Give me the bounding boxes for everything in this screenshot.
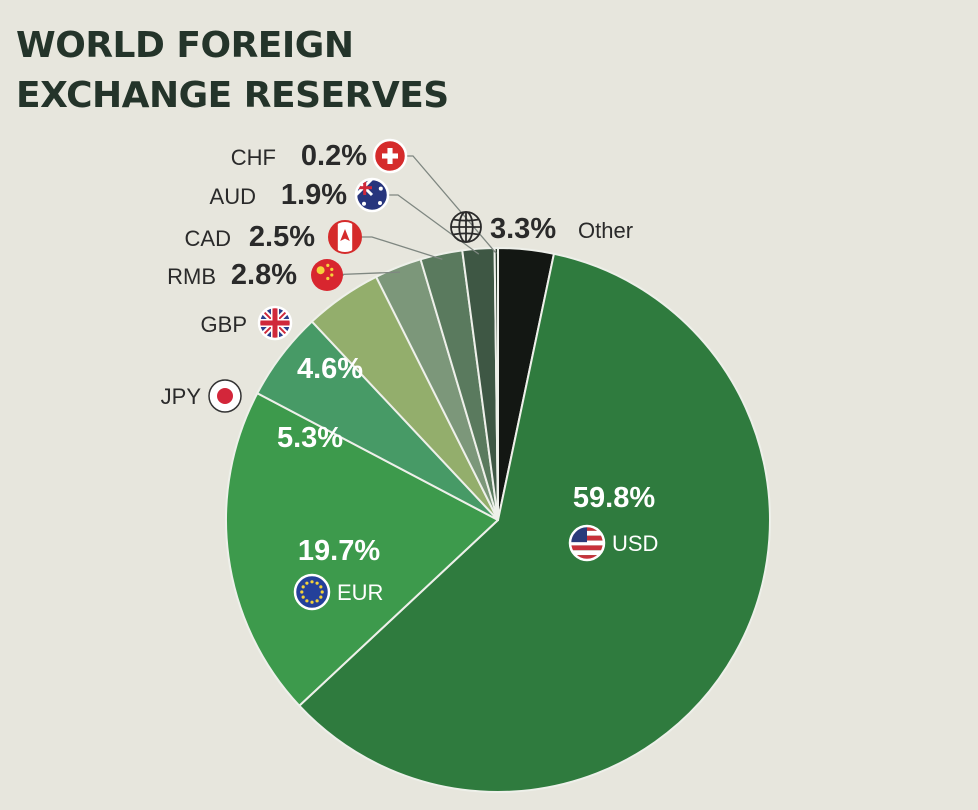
- canada-flag-icon: [328, 220, 362, 254]
- us-flag-icon: [568, 524, 606, 562]
- title-line-1: WORLD FOREIGN: [16, 25, 353, 66]
- label-code-other: Other: [578, 218, 633, 243]
- label-code-gbp: GBP: [201, 312, 247, 337]
- pie-slice-usd: [298, 252, 771, 793]
- pie-labels: 59.8% USD 19.7% EUR 5.3% 4.6% JPY GBP RMB 2.8%CAD…: [161, 138, 658, 611]
- label-percent-other: 3.3%: [490, 213, 556, 245]
- chart-title: WORLD FOREIGN EXCHANGE RESERVES: [16, 25, 449, 116]
- leader-line-chf: [407, 155, 497, 254]
- label-code-jpy: JPY: [161, 384, 202, 409]
- slice-percent-usd: 59.8%: [573, 482, 655, 514]
- pie-slice-chf: [493, 246, 499, 521]
- japan-flag-icon: [208, 379, 242, 413]
- pie-slice-eur: [225, 392, 499, 707]
- label-code-chf: CHF: [231, 145, 276, 170]
- slice-code-eur: EUR: [337, 580, 383, 605]
- label-code-rmb: RMB: [167, 264, 216, 289]
- china-flag-icon: [311, 259, 343, 291]
- globe-icon: [450, 211, 482, 243]
- uk-flag-icon: [257, 305, 293, 341]
- pie-slices: [225, 246, 771, 793]
- label-code-aud: AUD: [210, 184, 256, 209]
- leader-line-aud: [389, 194, 480, 255]
- label-percent-chf: 0.2%: [301, 140, 367, 172]
- slice-percent-eur: 19.7%: [298, 535, 380, 567]
- slice-percent-gbp: 4.6%: [297, 353, 363, 385]
- label-percent-cad: 2.5%: [249, 221, 315, 253]
- australia-flag-icon: [354, 177, 390, 213]
- switzerland-flag-icon: [372, 138, 408, 174]
- title-line-2: EXCHANGE RESERVES: [16, 75, 449, 116]
- slice-code-usd: USD: [612, 531, 658, 556]
- eu-flag-icon: [293, 573, 331, 611]
- leader-line-cad: [362, 236, 443, 260]
- label-code-cad: CAD: [185, 226, 231, 251]
- label-percent-aud: 1.9%: [281, 179, 347, 211]
- slice-percent-jpy: 5.3%: [277, 422, 343, 454]
- label-percent-rmb: 2.8%: [231, 259, 297, 291]
